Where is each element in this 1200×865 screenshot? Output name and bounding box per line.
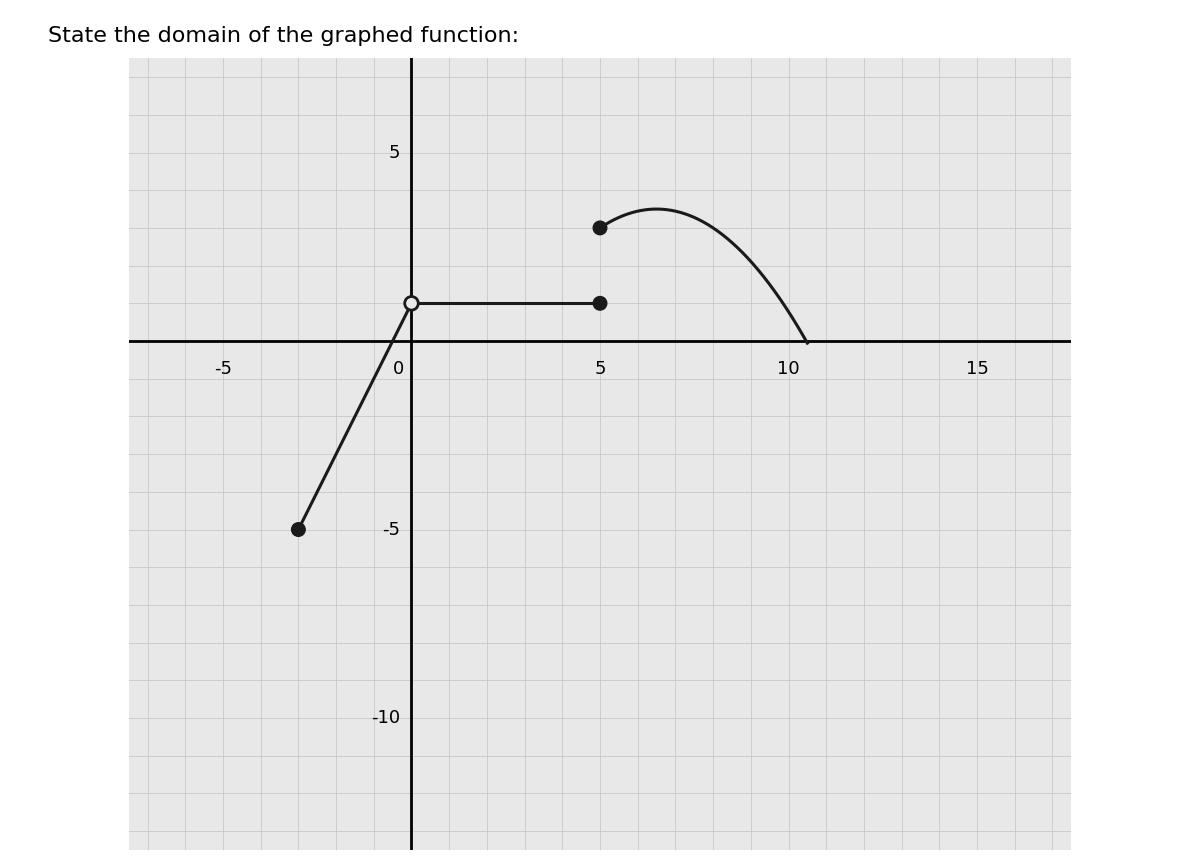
Text: 5: 5 xyxy=(389,144,400,162)
Text: 10: 10 xyxy=(778,360,800,378)
Text: State the domain of the graphed function:: State the domain of the graphed function… xyxy=(48,26,520,46)
Text: -5: -5 xyxy=(214,360,232,378)
Circle shape xyxy=(292,522,305,536)
Text: 5: 5 xyxy=(594,360,606,378)
Circle shape xyxy=(593,297,607,310)
Circle shape xyxy=(593,221,607,234)
Text: -5: -5 xyxy=(382,521,400,539)
Circle shape xyxy=(404,297,419,310)
Text: 0: 0 xyxy=(392,360,404,378)
Text: 15: 15 xyxy=(966,360,989,378)
Text: -10: -10 xyxy=(371,709,400,727)
